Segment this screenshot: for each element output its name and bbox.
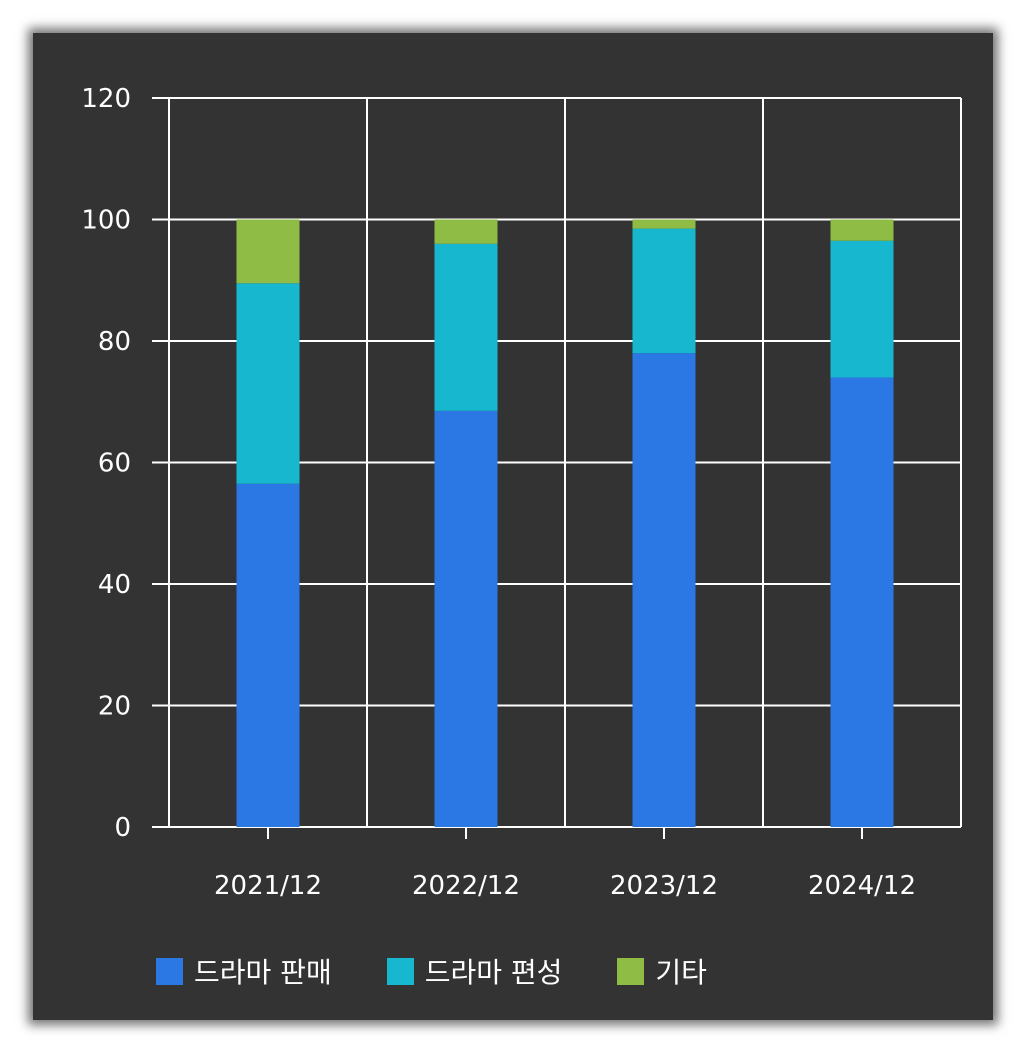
bars-layer (236, 219, 894, 827)
y-tick-label: 80 (98, 327, 131, 357)
bar-segment (830, 240, 894, 378)
chart-legend: 드라마 판매 드라마 편성 기타 (156, 951, 762, 991)
legend-label-drama-programming: 드라마 편성 (424, 956, 563, 989)
x-tick-label: 2021/12 (214, 871, 322, 901)
grid-layer (168, 97, 962, 828)
legend-item-other[interactable]: 기타 (617, 951, 707, 991)
y-tick-label: 20 (98, 692, 131, 722)
bar-segment (236, 283, 300, 484)
bar-segment (632, 219, 696, 229)
chart-frame: 0 20 40 60 80 100 120 2021/12 2022/12 2023/12 2024… (33, 33, 993, 1020)
bar-segment (236, 219, 300, 284)
bar-segment (434, 410, 498, 827)
x-tick-label: 2022/12 (412, 871, 520, 901)
y-tick-label: 120 (81, 84, 131, 114)
y-tick-label: 0 (114, 813, 131, 843)
legend-item-drama-programming[interactable]: 드라마 편성 (386, 951, 563, 991)
y-tick-label: 60 (98, 449, 131, 479)
legend-label-other: 기타 (655, 956, 707, 989)
x-tick-label: 2024/12 (808, 871, 916, 901)
x-tick-label: 2023/12 (610, 871, 718, 901)
bar-segment (632, 228, 696, 354)
bar-segment (434, 243, 498, 411)
legend-swatch-drama-sales (156, 957, 183, 985)
axis-layer: 0 20 40 60 80 100 120 2021/12 2022/12 2023/12 2024… (81, 84, 916, 901)
legend-item-drama-sales[interactable]: 드라마 판매 (156, 951, 332, 991)
bar-segment (236, 483, 300, 827)
stacked-bar-chart: 0 20 40 60 80 100 120 2021/12 2022/12 2023/12 2024… (81, 84, 962, 901)
bar-segment (632, 353, 696, 827)
bar-segment (830, 377, 894, 827)
bar-segment (830, 219, 894, 241)
legend-swatch-drama-programming (386, 957, 414, 985)
y-tick-label: 40 (98, 570, 131, 600)
y-tick-label: 100 (81, 206, 131, 236)
legend-label-drama-sales: 드라마 판매 (194, 956, 332, 989)
bar-segment (434, 219, 498, 244)
legend-swatch-other (617, 957, 645, 985)
